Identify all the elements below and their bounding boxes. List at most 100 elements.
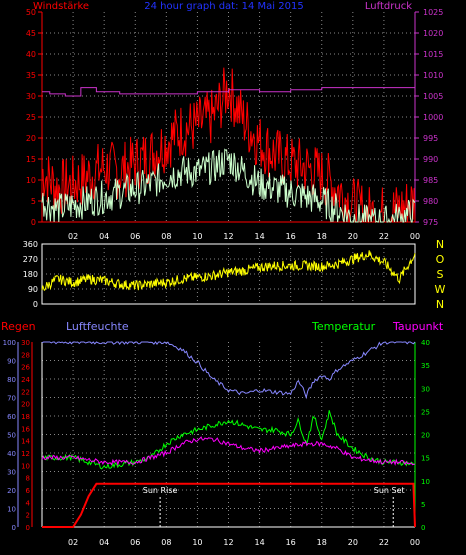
x-tick-label: 14 bbox=[254, 232, 264, 241]
x-tick-label: 04 bbox=[99, 232, 109, 241]
p1-left-tick-label: 30 bbox=[26, 92, 36, 101]
humidity-tick-label: 100 bbox=[3, 339, 16, 347]
x-tick-label: 06 bbox=[130, 538, 140, 547]
chart-title: 24 hour graph dat: 14 Mai 2015 bbox=[144, 1, 303, 12]
humidity-tick-label: 70 bbox=[7, 395, 16, 403]
x-tick-label: 16 bbox=[286, 232, 296, 241]
humidity-tick-label: 20 bbox=[7, 487, 16, 495]
p2-tick-label: 270 bbox=[23, 255, 38, 264]
rain-tick-label: 20 bbox=[21, 401, 30, 409]
humidity-temperature-rain-panel: 0102030405060708090100024681012141618202… bbox=[3, 339, 430, 547]
wind-mean-series bbox=[41, 148, 416, 223]
temp-tick-label: 25 bbox=[421, 408, 430, 416]
humidity-tick-label: 60 bbox=[7, 413, 16, 421]
humidity-tick-label: 0 bbox=[12, 524, 16, 532]
p2-tick-label: 90 bbox=[28, 285, 38, 294]
taupunkt-label: Taupunkt bbox=[392, 320, 444, 333]
rain-tick-label: 12 bbox=[21, 450, 30, 458]
x-tick-label: 00 bbox=[410, 538, 420, 547]
temp-tick-label: 10 bbox=[421, 478, 430, 486]
x-tick-label: 20 bbox=[348, 232, 358, 241]
p1-left-tick-label: 35 bbox=[26, 71, 36, 80]
rain-tick-label: 0 bbox=[26, 524, 30, 532]
rain-tick-label: 26 bbox=[21, 364, 30, 372]
p2-compass-label: W bbox=[435, 283, 446, 296]
x-tick-label: 02 bbox=[68, 538, 78, 547]
temp-tick-label: 0 bbox=[421, 524, 425, 532]
temp-tick-label: 20 bbox=[421, 432, 430, 440]
p1-right-tick-label: 1015 bbox=[423, 50, 443, 59]
x-tick-label: 22 bbox=[379, 538, 389, 547]
x-tick-label: 00 bbox=[410, 232, 420, 241]
rain-tick-label: 24 bbox=[21, 376, 30, 384]
rain-tick-label: 30 bbox=[21, 339, 30, 347]
rain-tick-label: 6 bbox=[26, 487, 31, 495]
p1-left-tick-label: 0 bbox=[31, 218, 36, 227]
p2-compass-label: O bbox=[436, 253, 445, 266]
humidity-series bbox=[41, 341, 416, 400]
pressure-series bbox=[42, 87, 415, 97]
x-tick-label: 18 bbox=[317, 538, 327, 547]
temp-tick-label: 5 bbox=[421, 501, 425, 509]
x-tick-label: 10 bbox=[192, 538, 202, 547]
p1-right-tick-label: 980 bbox=[423, 197, 438, 206]
p1-right-tick-label: 995 bbox=[423, 134, 438, 143]
wind-gust-series bbox=[41, 67, 416, 224]
p1-left-tick-label: 5 bbox=[31, 197, 36, 206]
rain-tick-label: 18 bbox=[21, 413, 30, 421]
sun-set-label: Sun Set bbox=[374, 486, 405, 495]
humidity-tick-label: 30 bbox=[7, 469, 16, 477]
x-tick-label: 04 bbox=[99, 538, 109, 547]
p1-left-tick-label: 25 bbox=[26, 113, 36, 122]
p1-right-tick-label: 1005 bbox=[423, 92, 443, 101]
humidity-tick-label: 10 bbox=[7, 506, 16, 514]
p2-tick-label: 180 bbox=[23, 270, 38, 279]
rain-tick-label: 28 bbox=[21, 351, 30, 359]
p1-right-tick-label: 990 bbox=[423, 155, 438, 164]
temp-tick-label: 40 bbox=[421, 339, 430, 347]
p1-left-tick-label: 45 bbox=[26, 29, 36, 38]
p1-left-tick-label: 20 bbox=[26, 134, 36, 143]
p1-left-tick-label: 40 bbox=[26, 50, 36, 59]
x-tick-label: 06 bbox=[130, 232, 140, 241]
temp-tick-label: 35 bbox=[421, 362, 430, 370]
humidity-tick-label: 80 bbox=[7, 376, 16, 384]
rain-tick-label: 8 bbox=[26, 475, 30, 483]
p1-right-tick-label: 975 bbox=[423, 218, 438, 227]
rain-tick-label: 10 bbox=[21, 462, 30, 470]
wind-direction-panel: 0 N 90 W 180 S 270 O 360 N bbox=[23, 238, 446, 311]
p1-right-tick-label: 985 bbox=[423, 176, 438, 185]
p1-right-tick-label: 1025 bbox=[423, 8, 443, 17]
x-tick-label: 22 bbox=[379, 232, 389, 241]
luftdruck-label: Luftdruck bbox=[365, 1, 412, 12]
x-tick-label: 12 bbox=[223, 232, 233, 241]
humidity-tick-label: 40 bbox=[7, 450, 16, 458]
p1-right-tick-label: 1010 bbox=[423, 71, 443, 80]
p2-tick-label: 0 bbox=[33, 300, 38, 309]
temperatur-label: Temperatur bbox=[311, 320, 376, 333]
p2-compass-label: N bbox=[436, 238, 444, 251]
temperature-series bbox=[41, 410, 415, 470]
dewpoint-series bbox=[41, 436, 416, 467]
p1-left-tick-label: 10 bbox=[26, 176, 36, 185]
p1-left-tick-label: 15 bbox=[26, 155, 36, 164]
windstaerke-label: Windstärke bbox=[33, 1, 89, 12]
x-tick-label: 02 bbox=[68, 232, 78, 241]
humidity-tick-label: 50 bbox=[7, 432, 16, 440]
humidity-tick-label: 90 bbox=[7, 358, 16, 366]
temp-tick-label: 15 bbox=[421, 455, 430, 463]
x-tick-label: 12 bbox=[223, 538, 233, 547]
wind-pressure-panel: 0510152025303540455097598098599099510001… bbox=[26, 8, 444, 241]
rain-tick-label: 14 bbox=[21, 438, 30, 446]
temp-tick-label: 30 bbox=[421, 385, 430, 393]
p2-compass-label: S bbox=[437, 268, 444, 281]
wind-direction-series bbox=[41, 250, 416, 291]
x-tick-label: 16 bbox=[286, 538, 296, 547]
rain-tick-label: 16 bbox=[21, 425, 30, 433]
p1-right-tick-label: 1020 bbox=[423, 29, 443, 38]
rain-series bbox=[42, 482, 416, 528]
regen-label: Regen bbox=[1, 320, 36, 333]
rain-tick-label: 22 bbox=[21, 388, 30, 396]
luftfeuchte-label: Luftfeuchte bbox=[66, 320, 129, 333]
